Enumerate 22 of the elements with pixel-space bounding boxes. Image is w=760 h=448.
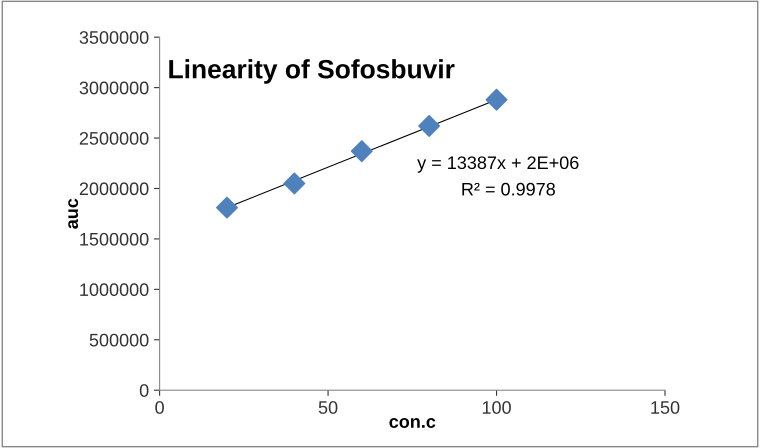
y-tick-label: 500000 bbox=[90, 334, 148, 346]
annotation: y = 13387x + 2E+06 bbox=[417, 156, 578, 173]
x-axis-title: con.c bbox=[389, 418, 436, 428]
text: Linearity of Sofosbuvir bbox=[169, 59, 455, 84]
y-tick-label: 3500000 bbox=[80, 31, 148, 44]
point bbox=[418, 114, 440, 137]
y-tick-label: 3000000 bbox=[80, 82, 148, 94]
point bbox=[216, 196, 238, 219]
x-tick-label: 50 bbox=[318, 401, 338, 414]
y-tick-label: 1500000 bbox=[80, 232, 148, 246]
y-tick-label: 0 bbox=[140, 384, 148, 397]
x-tick-label: 150 bbox=[651, 401, 680, 414]
point bbox=[486, 88, 508, 111]
y-tick-label: 2500000 bbox=[80, 132, 148, 145]
point bbox=[283, 172, 306, 194]
point bbox=[350, 140, 373, 162]
y-tick-label: 1000000 bbox=[80, 283, 148, 296]
y-axis-title: auc bbox=[68, 198, 78, 229]
annotation: R² = 0.9978 bbox=[462, 182, 555, 196]
x-tick-label: 0 bbox=[155, 401, 164, 414]
y-tick-label: 2000000 bbox=[80, 182, 148, 196]
x-tick-label: 100 bbox=[482, 401, 511, 414]
